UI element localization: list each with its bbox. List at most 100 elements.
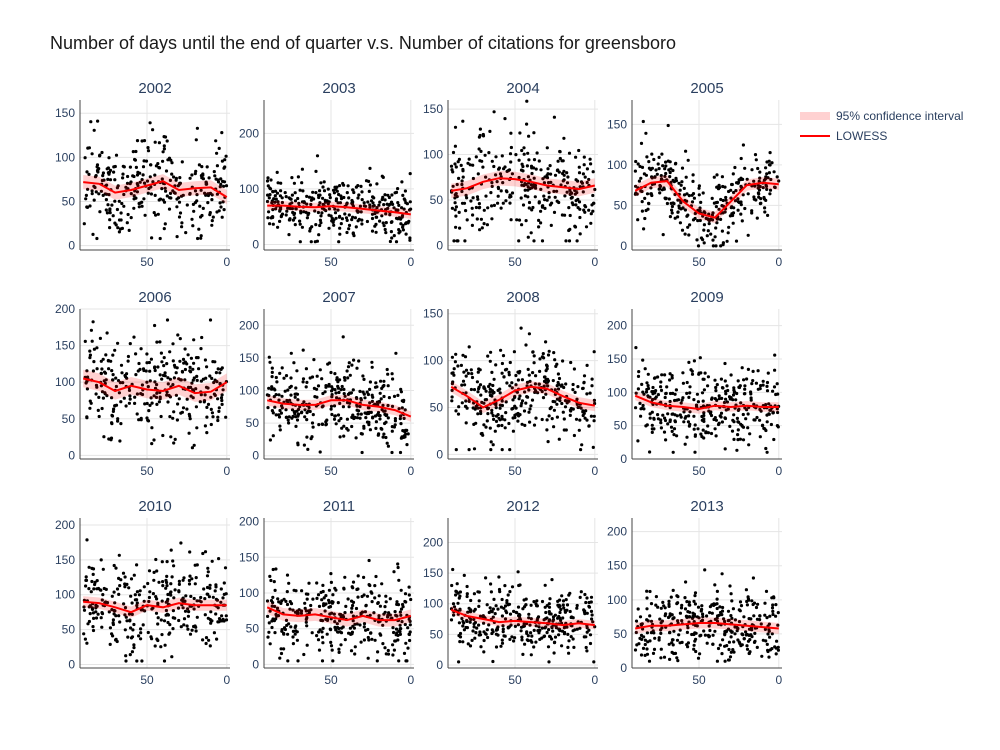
scatter-point: [454, 205, 458, 209]
scatter-point: [199, 393, 203, 397]
scatter-point: [718, 605, 722, 609]
scatter-point: [350, 363, 354, 367]
scatter-point: [302, 200, 306, 204]
y-tick-label: 0: [620, 661, 627, 675]
y-tick-label: 50: [430, 400, 444, 414]
scatter-point: [456, 412, 461, 416]
scatter-point: [175, 418, 179, 422]
scatter-point: [578, 418, 582, 422]
scatter-point: [159, 414, 163, 419]
scatter-point: [688, 610, 692, 614]
scatter-point: [352, 190, 356, 195]
scatter-point: [486, 635, 490, 640]
scatter-point: [659, 380, 663, 384]
scatter-point: [84, 578, 88, 583]
scatter-point: [454, 409, 458, 413]
scatter-point: [637, 370, 641, 374]
scatter-point: [333, 414, 337, 418]
scatter-point: [112, 590, 116, 594]
scatter-point: [208, 211, 212, 215]
scatter-point: [648, 614, 652, 618]
scatter-point: [552, 351, 556, 355]
scatter-point: [199, 347, 203, 351]
scatter-point: [188, 574, 192, 578]
scatter-point: [379, 426, 383, 431]
scatter-point: [672, 427, 677, 431]
scatter-point: [159, 618, 163, 622]
scatter-point: [540, 599, 545, 604]
scatter-point: [640, 209, 645, 213]
scatter-point: [765, 187, 769, 191]
scatter-point: [767, 655, 771, 659]
scatter-point: [484, 632, 488, 636]
scatter-point: [453, 208, 457, 212]
scatter-point: [685, 435, 689, 439]
scatter-point: [636, 218, 640, 222]
scatter-point: [527, 410, 531, 414]
scatter-point: [185, 624, 189, 628]
scatter-point: [113, 348, 117, 352]
scatter-point: [304, 385, 308, 389]
scatter-point: [516, 605, 521, 609]
scatter-point: [182, 576, 186, 580]
scatter-point: [697, 186, 701, 190]
scatter-point: [518, 394, 522, 398]
scatter-point: [451, 170, 455, 174]
scatter-point: [674, 176, 678, 180]
scatter-point: [222, 581, 226, 585]
scatter-point: [721, 198, 725, 203]
scatter-point: [337, 650, 341, 655]
scatter-point: [725, 239, 729, 243]
scatter-point: [673, 162, 678, 166]
scatter-point: [494, 173, 498, 177]
scatter-point: [525, 630, 529, 634]
scatter-point: [351, 188, 355, 192]
scatter-point: [384, 420, 388, 424]
scatter-point: [749, 390, 753, 394]
scatter-point: [190, 173, 194, 177]
scatter-point: [698, 218, 702, 223]
scatter-point: [652, 376, 657, 380]
scatter-point: [510, 172, 514, 176]
scatter-point: [306, 213, 310, 217]
scatter-point: [563, 630, 567, 635]
scatter-point: [489, 448, 493, 452]
scatter-point: [406, 432, 410, 436]
scatter-point: [332, 223, 336, 227]
scatter-point: [541, 396, 546, 400]
scatter-point: [118, 227, 123, 231]
scatter-point: [305, 435, 309, 439]
scatter-point: [453, 360, 457, 364]
scatter-point: [488, 390, 492, 394]
legend[interactable]: 95% confidence interval LOWESS: [800, 106, 963, 146]
scatter-point: [301, 348, 305, 352]
scatter-point: [494, 155, 498, 159]
scatter-point: [359, 184, 363, 188]
scatter-point: [495, 627, 499, 631]
scatter-point: [107, 156, 111, 160]
legend-item-confidence[interactable]: 95% confidence interval: [800, 106, 963, 126]
scatter-point: [199, 188, 203, 192]
scatter-point: [767, 171, 772, 175]
scatter-point: [163, 643, 167, 647]
scatter-point: [713, 427, 717, 431]
scatter-point: [644, 131, 648, 135]
legend-item-lowess[interactable]: LOWESS: [800, 126, 963, 146]
scatter-point: [316, 638, 321, 642]
scatter-point: [311, 597, 315, 601]
scatter-point: [758, 614, 762, 618]
scatter-point: [639, 176, 643, 180]
scatter-point: [277, 398, 281, 402]
